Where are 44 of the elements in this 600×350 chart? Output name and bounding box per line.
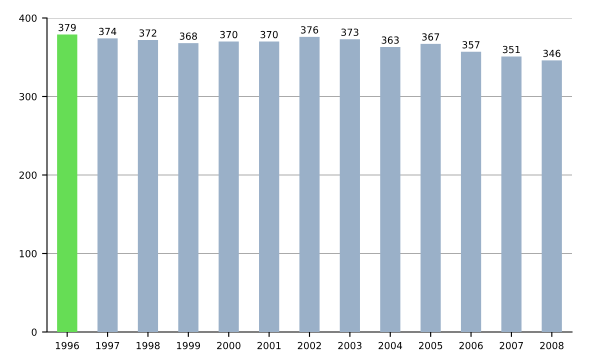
x-tick-label: 2008 bbox=[540, 342, 564, 350]
data-label: 368 bbox=[180, 32, 197, 40]
data-label: 374 bbox=[99, 28, 116, 36]
data-label: 373 bbox=[341, 28, 358, 36]
bar bbox=[380, 47, 400, 332]
data-label: 370 bbox=[220, 30, 238, 38]
data-label: 367 bbox=[422, 33, 440, 41]
bar bbox=[299, 36, 320, 332]
bar bbox=[340, 39, 360, 332]
x-tick-label: 2003 bbox=[338, 342, 362, 350]
data-label: 346 bbox=[543, 50, 560, 58]
x-tick-label: 2007 bbox=[500, 342, 523, 350]
y-tick-label: 300 bbox=[19, 92, 37, 100]
bar bbox=[138, 40, 158, 332]
data-label: 376 bbox=[300, 26, 318, 34]
x-tick-label: 1999 bbox=[177, 342, 200, 350]
bar bbox=[259, 42, 280, 332]
data-label: 372 bbox=[139, 29, 156, 37]
data-label: 351 bbox=[502, 46, 520, 54]
bar bbox=[57, 34, 78, 332]
bar bbox=[501, 56, 522, 332]
x-tick-label: 2002 bbox=[298, 342, 321, 350]
x-tick-label: 2000 bbox=[217, 342, 240, 350]
y-tick-label: 0 bbox=[32, 328, 37, 336]
y-tick-label: 200 bbox=[19, 171, 37, 179]
data-label: 379 bbox=[58, 24, 76, 32]
x-tick-label: 1998 bbox=[136, 342, 160, 350]
bar bbox=[97, 38, 118, 332]
x-tick-label: 1997 bbox=[96, 342, 120, 350]
y-tick-label: 400 bbox=[19, 14, 37, 22]
data-label: 357 bbox=[462, 41, 480, 48]
data-label: 363 bbox=[382, 36, 399, 44]
bar bbox=[420, 44, 441, 332]
x-tick-label: 2006 bbox=[459, 342, 483, 350]
x-tick-label: 2004 bbox=[378, 342, 402, 350]
bar bbox=[542, 60, 562, 332]
x-tick-label: 2005 bbox=[418, 342, 442, 350]
bar bbox=[178, 43, 198, 332]
x-tick-label: 2001 bbox=[257, 342, 281, 350]
x-tick-label: 1996 bbox=[56, 342, 79, 350]
bar bbox=[218, 42, 239, 332]
bar bbox=[460, 52, 482, 332]
data-label: 370 bbox=[260, 30, 278, 38]
y-tick-label: 100 bbox=[20, 250, 37, 258]
